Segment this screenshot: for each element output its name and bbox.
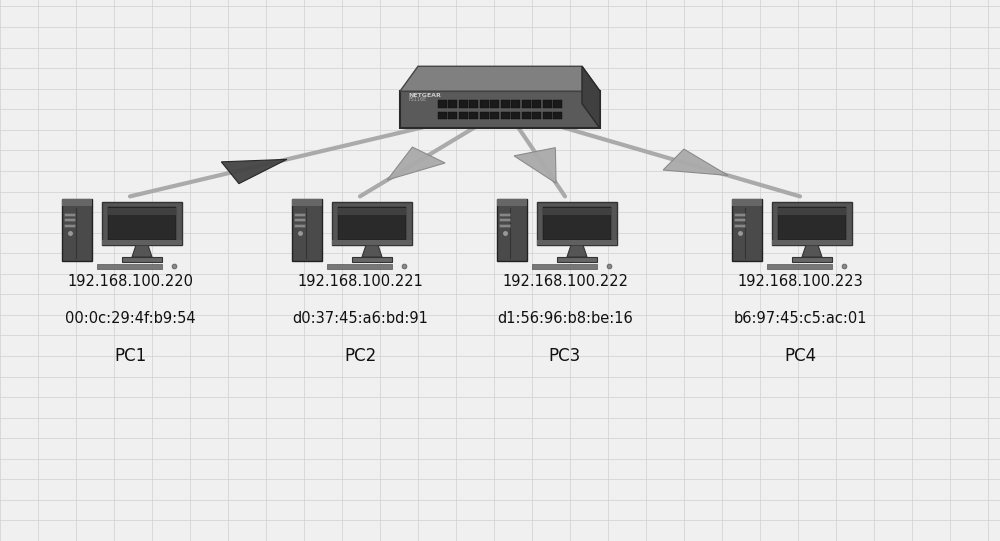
Polygon shape xyxy=(387,147,445,180)
FancyBboxPatch shape xyxy=(64,218,75,221)
FancyBboxPatch shape xyxy=(294,218,305,221)
FancyBboxPatch shape xyxy=(537,202,617,245)
FancyBboxPatch shape xyxy=(480,101,489,108)
FancyBboxPatch shape xyxy=(543,111,552,119)
FancyBboxPatch shape xyxy=(469,101,478,108)
FancyBboxPatch shape xyxy=(490,101,499,108)
FancyBboxPatch shape xyxy=(332,202,412,245)
Text: 192.168.100.220: 192.168.100.220 xyxy=(67,274,193,289)
FancyBboxPatch shape xyxy=(557,257,597,262)
FancyBboxPatch shape xyxy=(490,111,499,119)
FancyBboxPatch shape xyxy=(459,101,468,108)
FancyBboxPatch shape xyxy=(292,199,322,261)
FancyBboxPatch shape xyxy=(792,257,832,262)
FancyBboxPatch shape xyxy=(459,111,468,119)
FancyBboxPatch shape xyxy=(778,207,846,240)
FancyBboxPatch shape xyxy=(448,111,457,119)
FancyBboxPatch shape xyxy=(332,240,412,245)
FancyBboxPatch shape xyxy=(438,111,447,119)
Text: NETGEAR: NETGEAR xyxy=(408,93,441,98)
Text: PC3: PC3 xyxy=(549,347,581,365)
FancyBboxPatch shape xyxy=(294,214,305,216)
FancyBboxPatch shape xyxy=(497,199,527,261)
FancyBboxPatch shape xyxy=(497,199,527,206)
Text: 00:0c:29:4f:b9:54: 00:0c:29:4f:b9:54 xyxy=(65,311,195,326)
FancyBboxPatch shape xyxy=(543,101,552,108)
FancyBboxPatch shape xyxy=(553,111,562,119)
FancyBboxPatch shape xyxy=(772,240,852,245)
FancyBboxPatch shape xyxy=(499,214,510,216)
Text: 192.168.100.222: 192.168.100.222 xyxy=(502,274,628,289)
FancyBboxPatch shape xyxy=(352,257,392,262)
FancyBboxPatch shape xyxy=(122,257,162,262)
FancyBboxPatch shape xyxy=(734,218,745,221)
Text: PC2: PC2 xyxy=(344,347,376,365)
FancyBboxPatch shape xyxy=(553,101,562,108)
FancyBboxPatch shape xyxy=(522,101,531,108)
FancyBboxPatch shape xyxy=(734,214,745,216)
FancyBboxPatch shape xyxy=(501,101,510,108)
FancyBboxPatch shape xyxy=(438,101,447,108)
FancyBboxPatch shape xyxy=(778,208,846,215)
Polygon shape xyxy=(567,245,587,257)
FancyBboxPatch shape xyxy=(480,111,489,119)
FancyBboxPatch shape xyxy=(64,214,75,216)
FancyBboxPatch shape xyxy=(734,224,745,227)
FancyBboxPatch shape xyxy=(767,264,832,269)
FancyBboxPatch shape xyxy=(732,199,762,206)
FancyBboxPatch shape xyxy=(102,240,182,245)
FancyBboxPatch shape xyxy=(62,199,92,261)
Polygon shape xyxy=(514,148,556,183)
Text: 192.168.100.223: 192.168.100.223 xyxy=(737,274,863,289)
FancyBboxPatch shape xyxy=(62,199,92,206)
Text: b6:97:45:c5:ac:01: b6:97:45:c5:ac:01 xyxy=(733,311,867,326)
Polygon shape xyxy=(221,160,287,183)
FancyBboxPatch shape xyxy=(522,111,531,119)
FancyBboxPatch shape xyxy=(64,224,75,227)
Text: FS116E: FS116E xyxy=(408,97,426,102)
FancyBboxPatch shape xyxy=(108,207,176,240)
FancyBboxPatch shape xyxy=(499,218,510,221)
FancyBboxPatch shape xyxy=(772,202,852,245)
FancyBboxPatch shape xyxy=(537,240,617,245)
Polygon shape xyxy=(132,245,152,257)
FancyBboxPatch shape xyxy=(511,101,520,108)
FancyBboxPatch shape xyxy=(294,224,305,227)
Polygon shape xyxy=(362,245,382,257)
Polygon shape xyxy=(582,67,600,129)
FancyBboxPatch shape xyxy=(327,264,392,269)
FancyBboxPatch shape xyxy=(732,199,762,261)
FancyBboxPatch shape xyxy=(448,101,457,108)
FancyBboxPatch shape xyxy=(499,224,510,227)
FancyBboxPatch shape xyxy=(511,111,520,119)
Text: PC4: PC4 xyxy=(784,347,816,365)
Text: PC1: PC1 xyxy=(114,347,146,365)
Text: 192.168.100.221: 192.168.100.221 xyxy=(297,274,423,289)
Polygon shape xyxy=(400,67,600,91)
Text: d0:37:45:a6:bd:91: d0:37:45:a6:bd:91 xyxy=(292,311,428,326)
FancyBboxPatch shape xyxy=(543,207,611,240)
FancyBboxPatch shape xyxy=(292,199,322,206)
FancyBboxPatch shape xyxy=(108,208,176,215)
FancyBboxPatch shape xyxy=(532,101,541,108)
FancyBboxPatch shape xyxy=(532,111,541,119)
FancyBboxPatch shape xyxy=(532,264,597,269)
FancyBboxPatch shape xyxy=(338,207,406,240)
FancyBboxPatch shape xyxy=(469,111,478,119)
Polygon shape xyxy=(663,149,728,175)
FancyBboxPatch shape xyxy=(400,91,600,129)
FancyBboxPatch shape xyxy=(543,208,611,215)
FancyBboxPatch shape xyxy=(501,111,510,119)
FancyBboxPatch shape xyxy=(102,202,182,245)
FancyBboxPatch shape xyxy=(338,208,406,215)
Text: d1:56:96:b8:be:16: d1:56:96:b8:be:16 xyxy=(497,311,633,326)
FancyBboxPatch shape xyxy=(97,264,162,269)
Polygon shape xyxy=(802,245,822,257)
